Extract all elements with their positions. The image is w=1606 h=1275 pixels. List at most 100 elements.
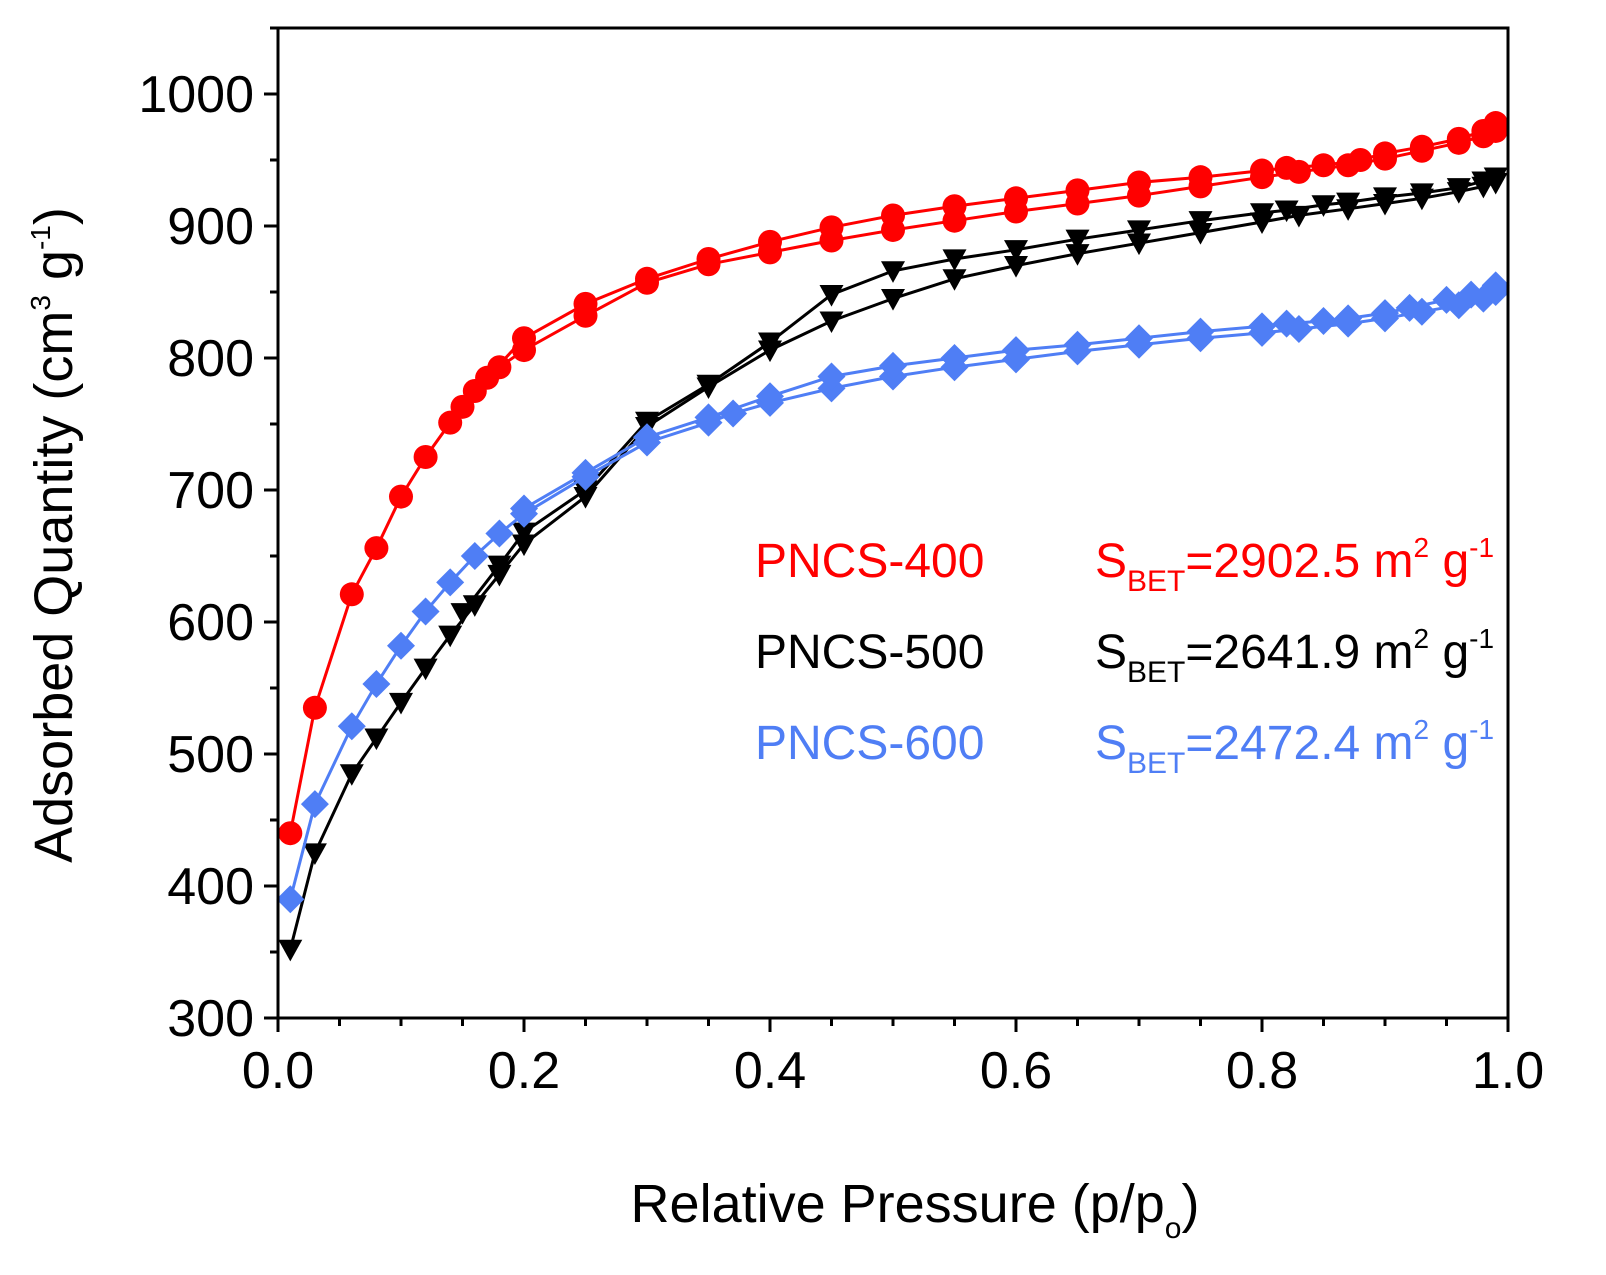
x-tick-label: 0.2: [488, 1042, 560, 1100]
data-point-pncs-400-desorption: [512, 326, 536, 351]
data-point-pncs-500-desorption: [487, 555, 512, 578]
data-point-pncs-500-desorption: [696, 374, 721, 397]
data-point-pncs-400-desorption: [1446, 126, 1471, 151]
data-point-pncs-600-desorption: [879, 351, 907, 380]
data-point-pncs-500-adsorption: [278, 939, 303, 962]
data-point-pncs-500-desorption: [1004, 240, 1028, 262]
data-point-pncs-600-desorption: [1272, 309, 1301, 338]
y-tick-label: 300: [167, 990, 254, 1048]
data-point-pncs-500-desorption: [1065, 229, 1090, 252]
data-point-pncs-500-desorption: [1311, 195, 1336, 217]
data-point-pncs-600-adsorption: [411, 597, 440, 626]
data-point-pncs-600-adsorption: [300, 790, 329, 819]
data-point-pncs-500-adsorption: [1188, 223, 1213, 245]
data-point-pncs-400-desorption: [1250, 158, 1274, 183]
data-point-pncs-400-adsorption: [278, 821, 303, 846]
x-tick-label: 0.6: [980, 1042, 1052, 1100]
y-tick-label: 600: [167, 594, 254, 652]
data-point-pncs-400-desorption: [1373, 141, 1397, 166]
data-point-pncs-400-adsorption: [302, 695, 327, 720]
data-point-pncs-600-desorption: [633, 423, 661, 452]
data-point-pncs-400-adsorption: [389, 484, 413, 509]
series-pncs-600: [276, 271, 1510, 914]
data-point-pncs-500-adsorption: [302, 843, 327, 865]
data-point-pncs-500-desorption: [942, 249, 967, 271]
legend-name-pncs-400: PNCS-400: [755, 535, 984, 588]
data-point-pncs-600-desorption: [1248, 312, 1276, 341]
data-point-pncs-600-desorption: [1395, 293, 1424, 322]
data-point-pncs-400-desorption: [758, 229, 782, 254]
data-point-pncs-400-desorption: [1188, 165, 1213, 190]
data-point-pncs-400-desorption: [573, 291, 598, 316]
data-point-pncs-400-desorption: [1274, 155, 1299, 180]
data-point-pncs-500-adsorption: [389, 692, 413, 715]
data-point-pncs-500-adsorption: [364, 728, 389, 751]
data-point-pncs-400-desorption: [942, 194, 967, 219]
x-tick-label: 0.0: [242, 1042, 314, 1100]
data-point-pncs-600-desorption: [817, 362, 846, 391]
data-point-pncs-500-adsorption: [881, 289, 905, 311]
data-point-pncs-600-desorption: [1002, 336, 1030, 365]
x-tick-label: 0.4: [734, 1042, 806, 1100]
data-point-pncs-500-desorption: [819, 285, 844, 307]
data-point-pncs-500-desorption: [1446, 178, 1471, 200]
data-point-pncs-600-desorption: [1371, 299, 1399, 328]
data-point-pncs-600-desorption: [1334, 304, 1363, 333]
y-tick-label: 900: [167, 198, 254, 256]
data-point-pncs-500-desorption: [573, 480, 598, 502]
x-tick-label: 0.8: [1226, 1042, 1298, 1100]
data-point-pncs-500-desorption: [1250, 203, 1274, 225]
y-tick-label: 800: [167, 330, 254, 388]
data-point-pncs-400-desorption: [696, 247, 721, 271]
bet-value-pncs-400: SBET=2902.5 m2 g-1: [1095, 532, 1494, 598]
data-point-pncs-400-adsorption: [413, 445, 438, 469]
data-point-pncs-500-adsorption: [339, 764, 364, 786]
data-point-pncs-500-desorption: [1274, 200, 1299, 223]
data-point-pncs-600-adsorption: [362, 670, 391, 699]
data-point-pncs-400-desorption: [1004, 186, 1028, 211]
legend-name-pncs-600: PNCS-600: [755, 717, 984, 770]
data-point-pncs-500-desorption: [450, 603, 475, 625]
y-tick-label: 500: [167, 726, 254, 784]
x-tick-label: 1.0: [1472, 1042, 1544, 1100]
data-point-pncs-500-adsorption: [413, 658, 438, 681]
data-point-pncs-600-desorption: [1457, 280, 1486, 309]
data-point-pncs-500-desorption: [635, 411, 659, 434]
data-point-pncs-500-desorption: [1188, 211, 1213, 233]
data-point-pncs-400-adsorption: [364, 536, 389, 561]
axis-ticks: 0.0 0.2 0.4 0.6 0.8 1.0 300 400 500 600 700 800 900 1…: [138, 26, 1544, 1100]
data-point-pncs-600-adsorption: [276, 885, 305, 914]
data-point-pncs-500-desorption: [1471, 171, 1496, 194]
y-tick-label: 700: [167, 462, 254, 520]
data-point-pncs-600-adsorption: [436, 568, 465, 597]
data-point-pncs-400-desorption: [819, 215, 844, 240]
data-point-pncs-600-adsorption: [485, 519, 514, 548]
series-pncs-500: [278, 167, 1508, 962]
data-point-pncs-500-desorption: [512, 522, 536, 545]
data-point-pncs-500-adsorption: [462, 595, 487, 617]
y-tick-label: 1000: [138, 66, 254, 124]
data-point-pncs-400-desorption: [1409, 134, 1434, 159]
data-point-pncs-500-desorption: [881, 261, 905, 283]
data-point-pncs-500-adsorption: [942, 269, 967, 291]
data-point-pncs-500-desorption: [1373, 187, 1397, 209]
data-point-pncs-500-adsorption: [819, 311, 844, 334]
plot-frame: [276, 26, 1510, 1020]
data-point-pncs-500-desorption: [758, 332, 782, 355]
data-point-pncs-400-desorption: [1348, 148, 1373, 172]
data-point-pncs-500-adsorption: [1004, 256, 1028, 278]
data-point-pncs-500-adsorption: [1065, 244, 1090, 266]
data-point-pncs-600-adsorption: [460, 542, 489, 570]
x-axis-title: Relative Pressure (p/po): [631, 1174, 1200, 1245]
data-point-pncs-600-desorption: [1063, 330, 1092, 359]
legend-name-pncs-500: PNCS-500: [755, 626, 984, 679]
data-point-pncs-600-desorption: [571, 458, 600, 487]
data-point-pncs-600-desorption: [1186, 317, 1215, 346]
data-point-pncs-400-adsorption: [339, 582, 364, 607]
data-point-pncs-600-adsorption: [387, 631, 415, 660]
data-point-pncs-600-desorption: [510, 494, 538, 523]
bet-value-pncs-500: SBET=2641.9 m2 g-1: [1095, 623, 1494, 689]
data-point-pncs-600-desorption: [1432, 285, 1461, 314]
series-pncs-400: [278, 111, 1508, 846]
data-point-pncs-500-adsorption: [1127, 233, 1151, 256]
